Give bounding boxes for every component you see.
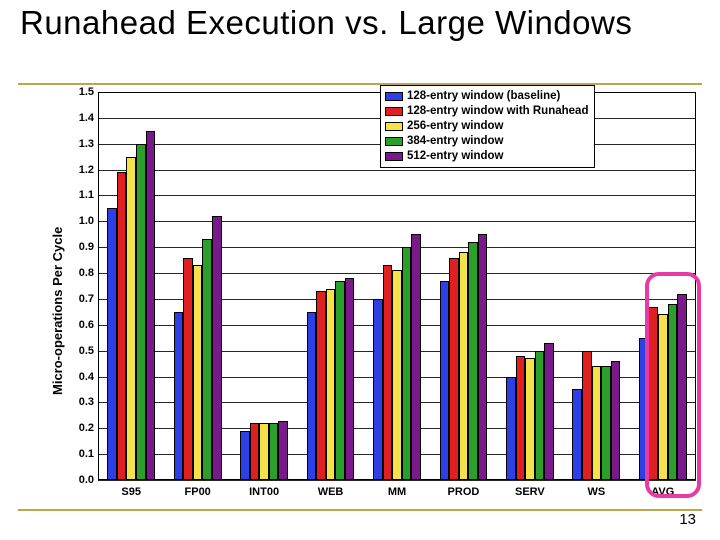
y-axis-label: Micro-operations Per Cycle xyxy=(50,226,65,394)
legend-label: 128-entry window (baseline) xyxy=(407,89,560,104)
y-tick-label: 1.0 xyxy=(79,215,98,227)
bar xyxy=(183,258,193,480)
bar xyxy=(107,208,117,480)
bar xyxy=(307,312,317,480)
bar xyxy=(316,291,326,480)
legend-label: 512-entry window xyxy=(407,149,504,164)
bar xyxy=(535,351,545,480)
y-tick-label: 0.2 xyxy=(79,422,98,434)
gridline xyxy=(98,170,696,171)
x-tick-label: MM xyxy=(388,480,406,498)
bar xyxy=(269,423,279,480)
bar xyxy=(250,423,260,480)
bar xyxy=(459,252,469,480)
legend: 128-entry window (baseline)128-entry win… xyxy=(380,85,595,168)
legend-item: 128-entry window (baseline) xyxy=(385,89,588,104)
bar xyxy=(440,281,450,480)
bottom-rule xyxy=(18,509,702,511)
legend-item: 384-entry window xyxy=(385,134,588,149)
gridline xyxy=(98,221,696,222)
bar xyxy=(402,247,412,480)
y-tick-label: 0.1 xyxy=(79,448,98,460)
bar xyxy=(345,278,355,480)
bar xyxy=(592,366,602,480)
y-tick-label: 0.6 xyxy=(79,319,98,331)
bar xyxy=(544,343,554,480)
bar xyxy=(259,423,269,480)
bar xyxy=(240,431,250,480)
y-tick-label: 0.8 xyxy=(79,267,98,279)
x-tick-label: FP00 xyxy=(185,480,211,498)
legend-item: 128-entry window with Runahead xyxy=(385,104,588,119)
x-tick-label: INT00 xyxy=(249,480,279,498)
slide-title: Runahead Execution vs. Large Windows xyxy=(20,4,632,42)
avg-highlight-oval xyxy=(645,272,701,498)
bar xyxy=(136,144,146,480)
y-tick-label: 1.4 xyxy=(79,112,98,124)
bar xyxy=(117,172,127,480)
bar xyxy=(478,234,488,480)
bar xyxy=(193,265,203,480)
x-tick-label: SERV xyxy=(515,480,545,498)
bar xyxy=(601,366,611,480)
page-number: 13 xyxy=(679,511,696,528)
bar xyxy=(468,242,478,480)
x-tick-label: PROD xyxy=(448,480,480,498)
gridline xyxy=(98,195,696,196)
bar xyxy=(126,157,136,480)
x-tick-label: WEB xyxy=(318,480,344,498)
gridline xyxy=(98,247,696,248)
bar xyxy=(449,258,459,480)
legend-swatch xyxy=(385,107,403,116)
bar xyxy=(392,270,402,480)
legend-swatch xyxy=(385,122,403,131)
y-tick-label: 0.7 xyxy=(79,293,98,305)
x-tick-label: WS xyxy=(587,480,605,498)
bar xyxy=(174,312,184,480)
legend-swatch xyxy=(385,92,403,101)
y-tick-label: 0.5 xyxy=(79,345,98,357)
bar xyxy=(335,281,345,480)
bar xyxy=(411,234,421,480)
y-tick-label: 0.9 xyxy=(79,241,98,253)
title-rule-top xyxy=(18,83,702,85)
bar xyxy=(326,289,336,480)
bar xyxy=(572,389,582,480)
bar xyxy=(212,216,222,480)
bar xyxy=(202,239,212,480)
y-tick-label: 1.2 xyxy=(79,164,98,176)
bar xyxy=(506,377,516,480)
legend-swatch xyxy=(385,152,403,161)
bar xyxy=(525,358,535,480)
bar xyxy=(383,265,393,480)
y-tick-label: 0.0 xyxy=(79,474,98,486)
y-tick-label: 1.3 xyxy=(79,138,98,150)
bar xyxy=(373,299,383,480)
bar xyxy=(516,356,526,480)
chart-region: 0.0 0.1 0.2 0.3 0.4 0.5 0.6 0.7 0.8 0.9 1.0 1.1 1.2 1… xyxy=(36,92,696,504)
y-tick-label: 0.4 xyxy=(79,371,98,383)
legend-label: 256-entry window xyxy=(407,119,504,134)
legend-label: 384-entry window xyxy=(407,134,504,149)
x-tick-label: S95 xyxy=(121,480,141,498)
legend-label: 128-entry window with Runahead xyxy=(407,104,588,119)
legend-item: 512-entry window xyxy=(385,149,588,164)
bar xyxy=(278,421,288,480)
legend-swatch xyxy=(385,137,403,146)
y-tick-label: 1.1 xyxy=(79,189,98,201)
bar xyxy=(146,131,156,480)
legend-item: 256-entry window xyxy=(385,119,588,134)
bar xyxy=(611,361,621,480)
y-tick-label: 0.3 xyxy=(79,396,98,408)
y-tick-label: 1.5 xyxy=(79,86,98,98)
bar xyxy=(582,351,592,480)
